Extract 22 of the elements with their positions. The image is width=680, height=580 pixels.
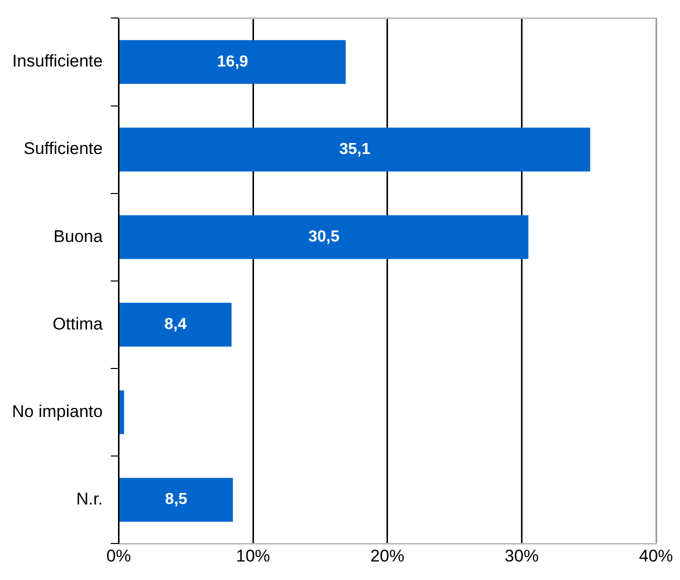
- data-label: 8,5: [165, 491, 188, 508]
- y-tick-label: Buona: [54, 226, 104, 246]
- data-label: 8,4: [164, 316, 187, 334]
- y-tick-label: Sufficiente: [24, 139, 103, 158]
- data-label: 30,5: [308, 228, 340, 246]
- data-label: 16,9: [217, 53, 248, 70]
- x-tick-label: 40%: [638, 546, 674, 566]
- x-tick-label: 30%: [504, 546, 539, 566]
- bar: [119, 215, 528, 260]
- bar: [119, 40, 346, 84]
- data-label: 35,1: [339, 140, 370, 158]
- y-tick-label: Insufficiente: [12, 52, 103, 71]
- x-tick-label: 10%: [236, 546, 270, 566]
- x-tick-label: 20%: [370, 546, 404, 566]
- y-tick-label: Ottima: [52, 314, 104, 334]
- x-tick-label: 0%: [106, 546, 131, 566]
- bar: [119, 478, 233, 522]
- bar: [119, 302, 232, 347]
- bar: [119, 128, 590, 172]
- y-tick-label: N.r.: [76, 490, 103, 509]
- y-tick-label: No impianto: [12, 402, 103, 421]
- bar: [119, 390, 124, 434]
